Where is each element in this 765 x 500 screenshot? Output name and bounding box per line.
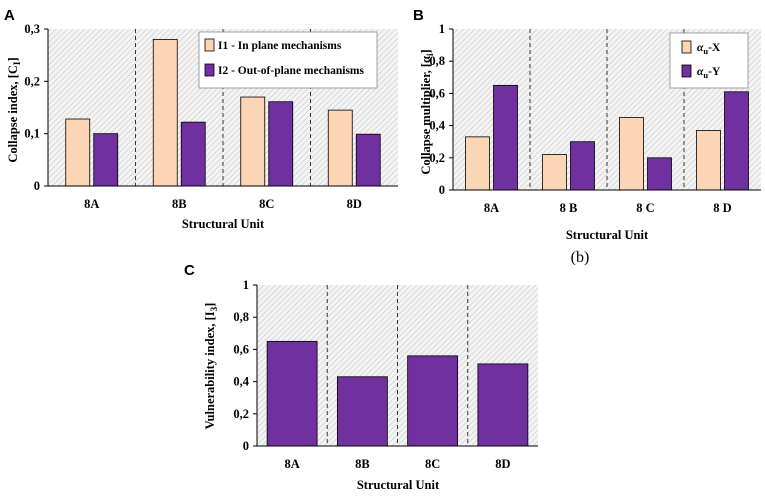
- panel-b-x-category-label: 8 C: [636, 201, 654, 215]
- panel-c-y-tick-label: 0,4: [233, 375, 249, 389]
- panel-a-bar-series1-8a: [65, 118, 91, 187]
- panel-a-bar-series1-8b: [152, 39, 178, 187]
- panel-letter-c: C: [184, 262, 195, 279]
- panel-b-y-tick-label: 0: [439, 183, 445, 197]
- panel-b-caption: (b): [571, 249, 590, 266]
- panel-c-y-axis-title: Vulnerability index, [I3]: [203, 303, 219, 430]
- panel-a-y-axis-title: Collapse index, [CI]: [6, 57, 22, 162]
- panel-a-bar-series2-8b: [180, 121, 206, 187]
- panel-a-bar-series2-8d: [355, 133, 381, 187]
- panel-a-y-tick-label: 0,2: [24, 74, 40, 88]
- panel-c-bar-series1-8b: [336, 376, 388, 447]
- panel-a-legend: I1 - In plane mechanisms I2 - Out-of-pla…: [198, 31, 378, 89]
- panel-a-bar-series1-8d: [327, 109, 353, 187]
- panel-c-bar-series1-8d: [477, 363, 529, 447]
- panel-c-y-tick-label: 1: [243, 278, 249, 292]
- panel-letter-a: A: [4, 7, 15, 24]
- panel-a-y-tick-label: 0,3: [24, 22, 40, 36]
- panel-c-x-category-label: 8B: [355, 457, 370, 471]
- panel-b-x-category-label: 8 D: [713, 201, 731, 215]
- panel-c-x-axis-title: Structural Unit: [357, 478, 440, 492]
- panel-b-x-category-label: 8 B: [560, 201, 578, 215]
- panel-b-y-tick-label: 0,8: [429, 54, 445, 68]
- panel-b-y-tick-label: 0,4: [429, 119, 445, 133]
- panel-c-y-tick-label: 0,2: [233, 407, 249, 421]
- panel-a-x-category-label: 8C: [259, 197, 274, 211]
- panel-c-y-tick-label: 0: [243, 439, 249, 453]
- panel-a-y-tick-label: 0,1: [24, 127, 40, 141]
- panel-b-legend-label-x: αu-X: [697, 42, 721, 56]
- panel-b-bar-series2-8d: [724, 91, 749, 191]
- panel-c-x-category-label: 8D: [495, 457, 510, 471]
- panel-b-y-tick-label: 0,2: [429, 151, 445, 165]
- panel-letter-b: B: [413, 7, 424, 24]
- panel-c-y-tick-label: 0,6: [233, 342, 249, 356]
- panel-a: A 0 0,1 0,2 0,3 8A 8B 8C 8D Structural Unit Col…: [4, 7, 398, 231]
- panel-b-bar-series2-8b: [570, 141, 595, 191]
- panel-a-y-tick-label: 0: [34, 179, 40, 193]
- panel-b-bar-series2-8c: [647, 157, 672, 191]
- panel-b-bar-series1-8c: [619, 117, 644, 191]
- panel-b-legend-swatch-x: [681, 40, 692, 54]
- panel-a-x-category-label: 8D: [347, 197, 362, 211]
- panel-b-y-tick-label: 1: [439, 22, 445, 36]
- panel-c-y-tick-label: 0,8: [233, 310, 249, 324]
- panel-c: C 0 0,2 0,4 0,6 0,8 1 8A 8B 8C 8D Structural Unit…: [184, 262, 538, 492]
- panel-c-plot: 0 0,2 0,4 0,6 0,8 1 8A 8B 8C 8D: [233, 278, 538, 471]
- panel-c-bar-series1-8c: [407, 355, 459, 447]
- panel-a-bar-series2-8c: [268, 101, 294, 187]
- panel-b-bar-series2-8a: [493, 84, 518, 191]
- panel-c-x-category-label: 8A: [284, 457, 299, 471]
- panel-b-x-category-label: 8A: [484, 201, 499, 215]
- panel-a-x-category-label: 8A: [84, 197, 99, 211]
- panel-b-y-tick-label: 0,6: [429, 86, 445, 100]
- panel-a-bar-series1-8c: [240, 96, 266, 187]
- panel-a-x-axis-title: Structural Unit: [182, 217, 265, 231]
- panel-c-bar-series1-8a: [266, 340, 318, 447]
- panel-b-legend: αu-X αu-Y: [669, 32, 749, 89]
- panel-b-legend-swatch-y: [681, 64, 692, 78]
- panel-b-legend-label-y: αu-Y: [697, 66, 721, 80]
- panel-b-bar-series1-8d: [696, 130, 721, 191]
- panel-b-bar-series1-8a: [465, 136, 490, 191]
- panel-a-bar-series2-8a: [93, 133, 119, 187]
- panel-a-legend-label-i1: I1 - In plane mechanisms: [218, 40, 342, 52]
- panel-b: B 0 0,2 0,4 0,6 0,8 1 8A 8 B 8 C 8 D Structural U…: [413, 7, 761, 266]
- panel-a-legend-label-i2: I2 - Out-of-plane mechanisms: [218, 65, 365, 77]
- panel-b-y-axis-title: Collapse multiplier, [αi]: [419, 49, 435, 174]
- panel-a-legend-swatch-i1: [204, 38, 215, 52]
- panel-a-legend-swatch-i2: [204, 63, 215, 77]
- panel-a-x-category-label: 8B: [172, 197, 187, 211]
- panel-b-x-axis-title: Structural Unit: [566, 228, 649, 242]
- panel-a-legend-box: [198, 31, 378, 89]
- panel-c-x-category-label: 8C: [425, 457, 440, 471]
- panel-b-bar-series1-8b: [542, 154, 567, 191]
